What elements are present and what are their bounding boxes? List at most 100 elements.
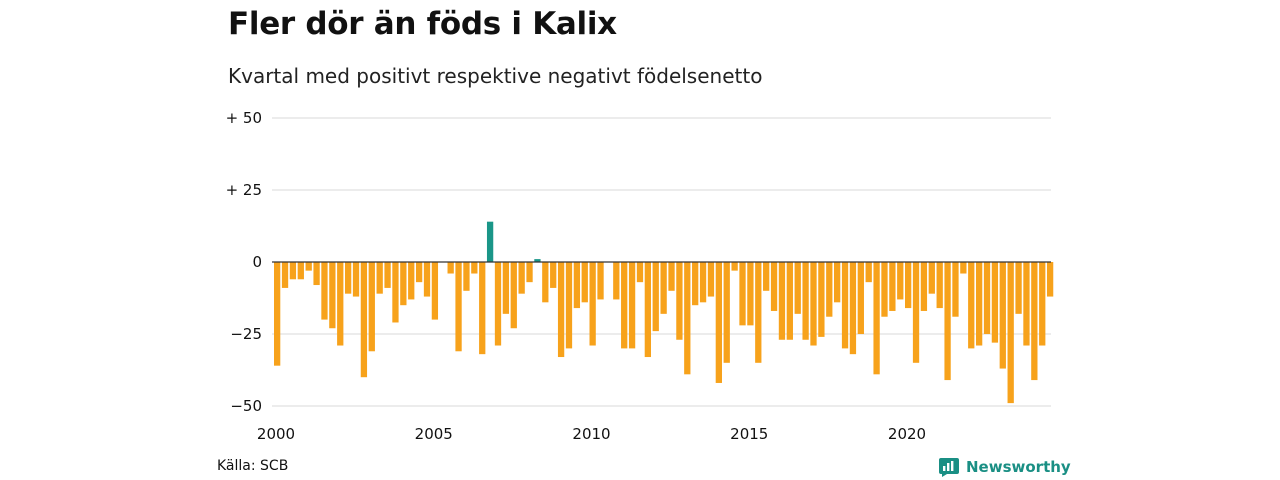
bar bbox=[597, 262, 604, 300]
bar bbox=[297, 262, 304, 280]
bar bbox=[408, 262, 415, 300]
bar bbox=[810, 262, 817, 346]
bar bbox=[613, 262, 620, 300]
bar bbox=[305, 262, 312, 271]
bar bbox=[589, 262, 596, 346]
bar bbox=[392, 262, 399, 323]
bar bbox=[510, 262, 517, 329]
bar bbox=[542, 262, 549, 303]
bars bbox=[274, 221, 1054, 404]
bar bbox=[636, 262, 644, 283]
bar bbox=[415, 262, 423, 283]
bar bbox=[747, 262, 754, 326]
bar bbox=[621, 262, 628, 349]
bar bbox=[660, 262, 667, 314]
bar bbox=[1015, 262, 1022, 314]
bar bbox=[1007, 262, 1014, 404]
bar bbox=[960, 262, 967, 274]
bar bbox=[313, 262, 320, 286]
bar bbox=[936, 262, 943, 309]
bar bbox=[881, 262, 888, 317]
bar bbox=[384, 262, 391, 288]
bar bbox=[739, 262, 746, 326]
bar bbox=[652, 262, 659, 332]
bar bbox=[447, 262, 454, 274]
bar bbox=[676, 262, 683, 340]
bar bbox=[1039, 262, 1046, 346]
newsworthy-logo-icon bbox=[939, 458, 959, 477]
bar bbox=[550, 262, 557, 288]
bar bbox=[581, 262, 588, 303]
x-tick-label: 2020 bbox=[888, 425, 926, 443]
bar bbox=[502, 262, 510, 314]
bar bbox=[897, 262, 904, 300]
bar bbox=[423, 262, 431, 297]
y-tick-labels: + 50 + 25 0 −25 −50 bbox=[226, 109, 262, 415]
x-tick-label: 2015 bbox=[730, 425, 768, 443]
bar bbox=[818, 262, 825, 337]
bar bbox=[968, 262, 975, 349]
bar bbox=[376, 262, 383, 294]
bar bbox=[841, 262, 849, 349]
bar bbox=[1046, 262, 1054, 297]
gridlines bbox=[272, 117, 1051, 407]
bar bbox=[865, 262, 872, 283]
bar bbox=[628, 262, 636, 349]
y-tick-label: −50 bbox=[230, 397, 262, 415]
bar bbox=[920, 262, 928, 311]
bar bbox=[755, 262, 762, 363]
bar bbox=[329, 262, 336, 329]
bar bbox=[857, 262, 864, 334]
bar bbox=[912, 262, 920, 363]
x-tick-label: 2010 bbox=[572, 425, 610, 443]
bar bbox=[518, 262, 525, 294]
bar bbox=[565, 262, 573, 349]
bar bbox=[431, 262, 439, 320]
bar bbox=[684, 262, 691, 375]
bar bbox=[668, 262, 675, 291]
bar bbox=[778, 262, 786, 340]
bar bbox=[707, 262, 715, 297]
bar bbox=[368, 262, 375, 352]
y-tick-label: 0 bbox=[252, 253, 262, 271]
bar bbox=[991, 262, 999, 343]
bar bbox=[1031, 262, 1038, 381]
bar bbox=[337, 262, 344, 346]
bar bbox=[400, 262, 407, 306]
bar bbox=[975, 262, 983, 346]
bar bbox=[905, 262, 912, 309]
bar bbox=[723, 262, 730, 363]
bar bbox=[321, 262, 328, 320]
bar bbox=[794, 262, 801, 314]
bar bbox=[289, 262, 297, 280]
bar bbox=[952, 262, 959, 317]
bar bbox=[826, 262, 833, 317]
bar bbox=[763, 262, 770, 291]
chart-title: Fler dör än föds i Kalix bbox=[228, 6, 617, 42]
bar bbox=[889, 262, 896, 311]
bar bbox=[352, 262, 360, 297]
bar bbox=[573, 262, 581, 309]
bar bbox=[557, 262, 565, 358]
y-tick-label: + 25 bbox=[226, 181, 262, 199]
chart-subtitle: Kvartal med positivt respektive negativt… bbox=[228, 64, 763, 88]
bar bbox=[526, 262, 533, 283]
bar bbox=[471, 262, 478, 274]
bar bbox=[274, 262, 281, 366]
bar bbox=[281, 262, 289, 288]
bar bbox=[1023, 262, 1030, 346]
bar bbox=[999, 262, 1006, 369]
bar bbox=[644, 262, 651, 358]
y-tick-label: −25 bbox=[230, 325, 262, 343]
bar bbox=[944, 262, 951, 381]
bar bbox=[770, 262, 778, 311]
bar bbox=[534, 259, 541, 262]
bar bbox=[455, 262, 462, 352]
bar bbox=[786, 262, 793, 340]
x-tick-labels: 2000 2005 2010 2015 2020 bbox=[257, 425, 926, 443]
bar bbox=[479, 262, 486, 355]
bar bbox=[494, 262, 502, 346]
bar bbox=[692, 262, 699, 306]
bar bbox=[928, 262, 935, 294]
